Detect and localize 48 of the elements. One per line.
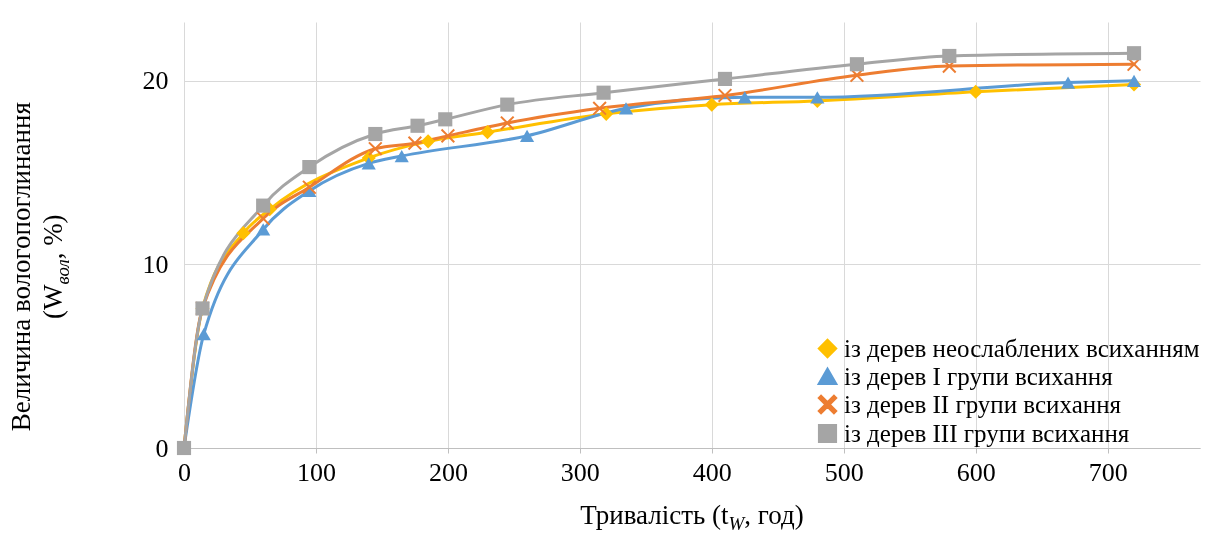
point (519, 129, 535, 142)
point (810, 91, 825, 104)
point (704, 97, 719, 112)
x-tick-label: 500 (824, 457, 864, 487)
point (596, 85, 611, 100)
point (618, 102, 634, 115)
x-tick-label: 200 (428, 457, 468, 487)
point (480, 125, 495, 140)
point (1126, 74, 1142, 87)
point (592, 101, 607, 116)
point (438, 112, 453, 127)
point (942, 48, 957, 64)
y-tick-label: 10 (142, 249, 169, 279)
x-axis-title: Тривалість (t$_{W}$, год) (579, 500, 805, 536)
point (256, 223, 271, 236)
point (421, 134, 436, 149)
point (1060, 76, 1076, 89)
point (737, 91, 752, 104)
point (368, 141, 383, 156)
point (256, 198, 271, 213)
point (440, 128, 455, 143)
point (394, 149, 409, 163)
point (410, 118, 425, 133)
point (968, 84, 983, 99)
x-tick-label: 300 (560, 457, 600, 487)
point (196, 328, 211, 341)
point (302, 159, 317, 175)
point (500, 115, 515, 131)
x-tick-label: 100 (296, 457, 336, 487)
point (849, 57, 865, 72)
y-tick-label: 20 (142, 66, 169, 96)
point (717, 71, 733, 86)
legend-label: із дерев II групи всихання (844, 390, 1122, 418)
x-tick-label: 700 (1088, 457, 1128, 487)
legend-label: із дерев неослаблених всиханням (844, 334, 1200, 362)
x-tick-label: 400 (692, 457, 732, 487)
point (368, 126, 383, 142)
point (1126, 46, 1142, 61)
x-tick-label: 600 (956, 457, 996, 487)
legend-label: із дерев I групи всихання (844, 362, 1114, 390)
point (236, 226, 251, 241)
point (500, 97, 515, 112)
x-tick-label: 0 (178, 457, 191, 487)
point (361, 157, 376, 170)
point (302, 180, 317, 195)
legend-label: із дерев III групи всихання (844, 419, 1130, 447)
point (407, 136, 422, 151)
y-tick-label: 0 (155, 433, 169, 463)
